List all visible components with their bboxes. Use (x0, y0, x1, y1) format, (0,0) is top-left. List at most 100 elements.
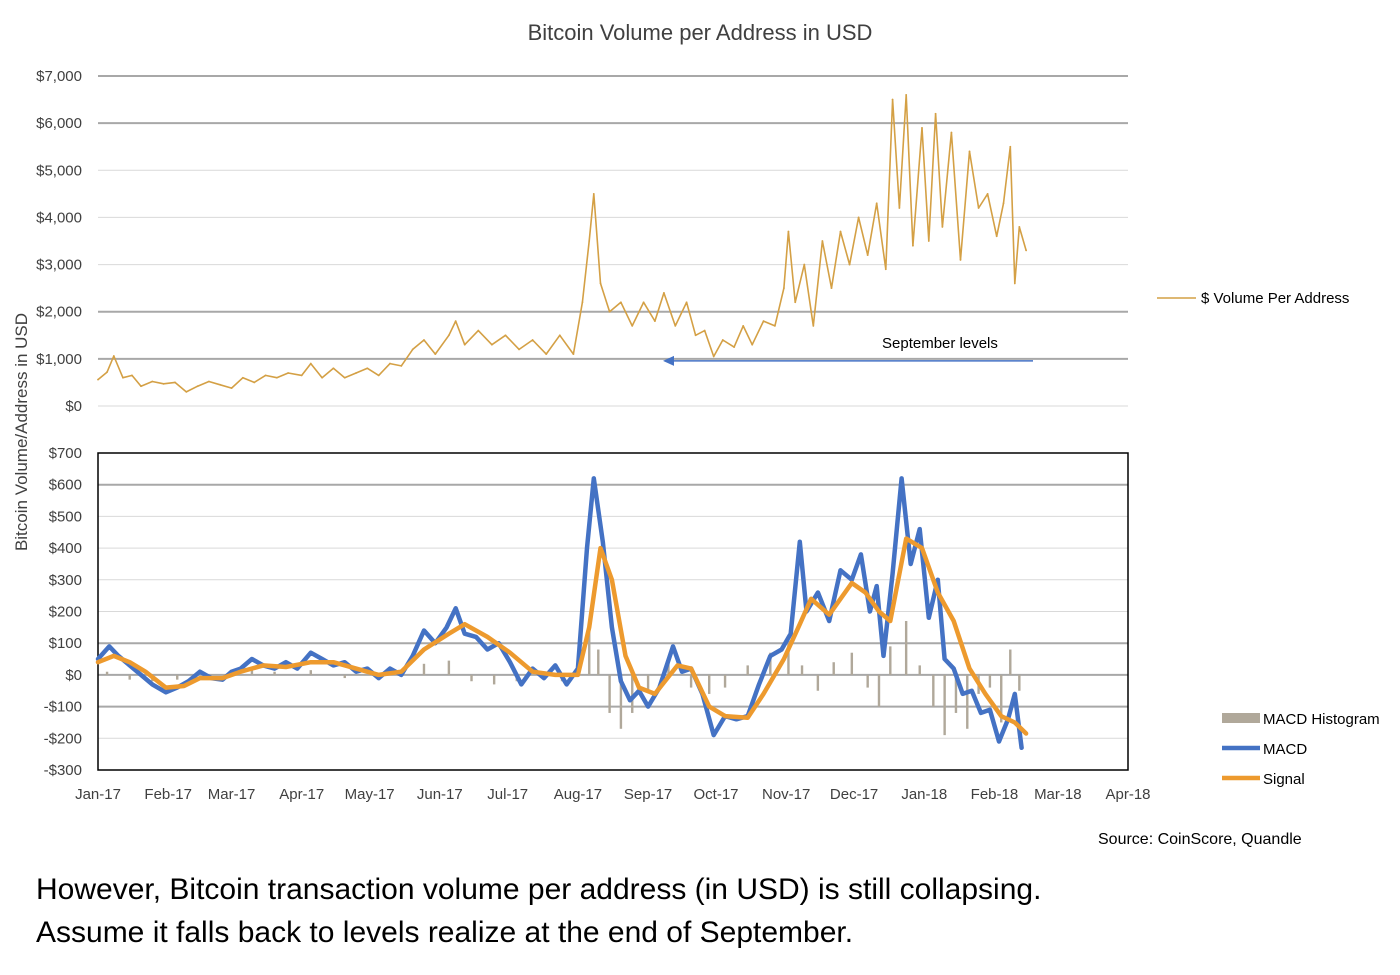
plot-frame (97, 452, 1129, 771)
data-point (830, 287, 833, 290)
data-point (941, 225, 944, 228)
histogram-bar (588, 630, 591, 675)
data-point (866, 254, 869, 257)
data-point (803, 263, 806, 266)
histogram-bar (918, 665, 921, 675)
caption-line-2: Assume it falls back to levels realize a… (36, 916, 854, 949)
data-point (174, 381, 176, 384)
data-point (821, 240, 824, 242)
histogram-bar (1000, 674, 1003, 723)
data-point (545, 353, 548, 356)
data-point (905, 93, 908, 96)
data-point (275, 376, 278, 379)
histogram-bar (954, 674, 958, 713)
data-point (208, 380, 210, 383)
data-point (898, 207, 901, 209)
histogram-bar (492, 674, 496, 685)
data-point (140, 385, 142, 388)
x-tick-label: Jun-17 (417, 786, 463, 803)
data-point (309, 362, 312, 365)
data-point (112, 355, 115, 357)
histogram-bar (470, 674, 473, 682)
y-tick-label: $5,000 (36, 162, 82, 179)
x-tick-label: Feb-17 (144, 786, 192, 803)
y-tick-label: $4,000 (36, 209, 82, 226)
data-point (773, 324, 776, 327)
histogram-bar (608, 674, 611, 713)
data-point (995, 235, 998, 238)
x-tick-label: Jul-17 (487, 786, 528, 803)
data-point (377, 374, 380, 377)
histogram-bar (343, 674, 346, 679)
data-point (1018, 225, 1021, 228)
data-point (884, 268, 887, 271)
data-point (454, 320, 457, 323)
data-point (751, 343, 754, 346)
y-tick-label: $700 (49, 445, 82, 462)
histogram-bar (904, 621, 908, 675)
data-point (912, 244, 914, 247)
data-point (230, 387, 233, 389)
data-point (1002, 202, 1005, 205)
macd-panel: -$300 -$200 -$100 $0 $100 $200 $300 $400 $500 $60… (44, 445, 1151, 803)
caption-line-1: However, Bitcoin transaction volume per … (36, 873, 1042, 906)
y-tick-label: $400 (49, 540, 82, 557)
caption: However, Bitcoin transaction volume per … (36, 868, 1376, 954)
data-point (264, 374, 267, 377)
data-point (977, 207, 980, 209)
annotation-label: September levels (882, 335, 998, 352)
histogram-bar (746, 665, 749, 675)
data-point (162, 382, 165, 385)
legend-label-volume: $ Volume Per Address (1201, 290, 1349, 307)
data-point (968, 150, 971, 153)
histogram-bar (866, 674, 869, 688)
data-point (447, 334, 450, 337)
data-point (653, 320, 656, 323)
histogram-bar (787, 640, 790, 675)
data-point (787, 230, 790, 233)
data-point (927, 240, 930, 242)
y-tick-label: $1,000 (36, 351, 82, 368)
x-tick-label: Jan-17 (75, 786, 121, 803)
data-point (891, 98, 894, 101)
y-tick-label: $500 (49, 508, 82, 525)
data-point (762, 320, 765, 323)
data-point (921, 126, 923, 129)
data-point (703, 329, 706, 332)
data-point (97, 378, 99, 381)
data-point (848, 263, 851, 266)
y-tick-label: $0 (65, 667, 82, 684)
x-tick-label: Feb-18 (971, 786, 1019, 803)
x-tick-label: Apr-17 (279, 786, 324, 803)
data-point (106, 371, 108, 373)
data-point (783, 287, 785, 290)
histogram-bar (447, 660, 451, 675)
data-point (839, 230, 842, 233)
data-point (642, 301, 645, 304)
histogram-bar (176, 674, 179, 680)
x-tick-label: May-17 (345, 786, 395, 803)
series-line-signal (95, 536, 1029, 736)
x-tick-label: Mar-17 (208, 786, 256, 803)
histogram-bar (943, 674, 946, 736)
data-point (366, 367, 369, 370)
y-tick-label: $600 (49, 477, 82, 494)
data-point (463, 343, 466, 346)
data-point (389, 362, 391, 365)
x-tick-label: Sep-17 (624, 786, 672, 803)
histogram-bar (988, 674, 992, 688)
histogram-bar (619, 674, 623, 729)
data-point (794, 301, 797, 304)
data-point (531, 339, 534, 341)
x-tick-label: Nov-17 (762, 786, 810, 803)
histogram-bar (1018, 674, 1021, 691)
data-point (857, 216, 860, 219)
histogram-bar (769, 652, 772, 675)
histogram-bar (832, 662, 835, 675)
legend-swatch-histogram (1222, 713, 1260, 723)
data-point (1009, 145, 1012, 148)
data-point (477, 329, 480, 332)
data-point (685, 301, 688, 304)
data-point (572, 353, 575, 356)
